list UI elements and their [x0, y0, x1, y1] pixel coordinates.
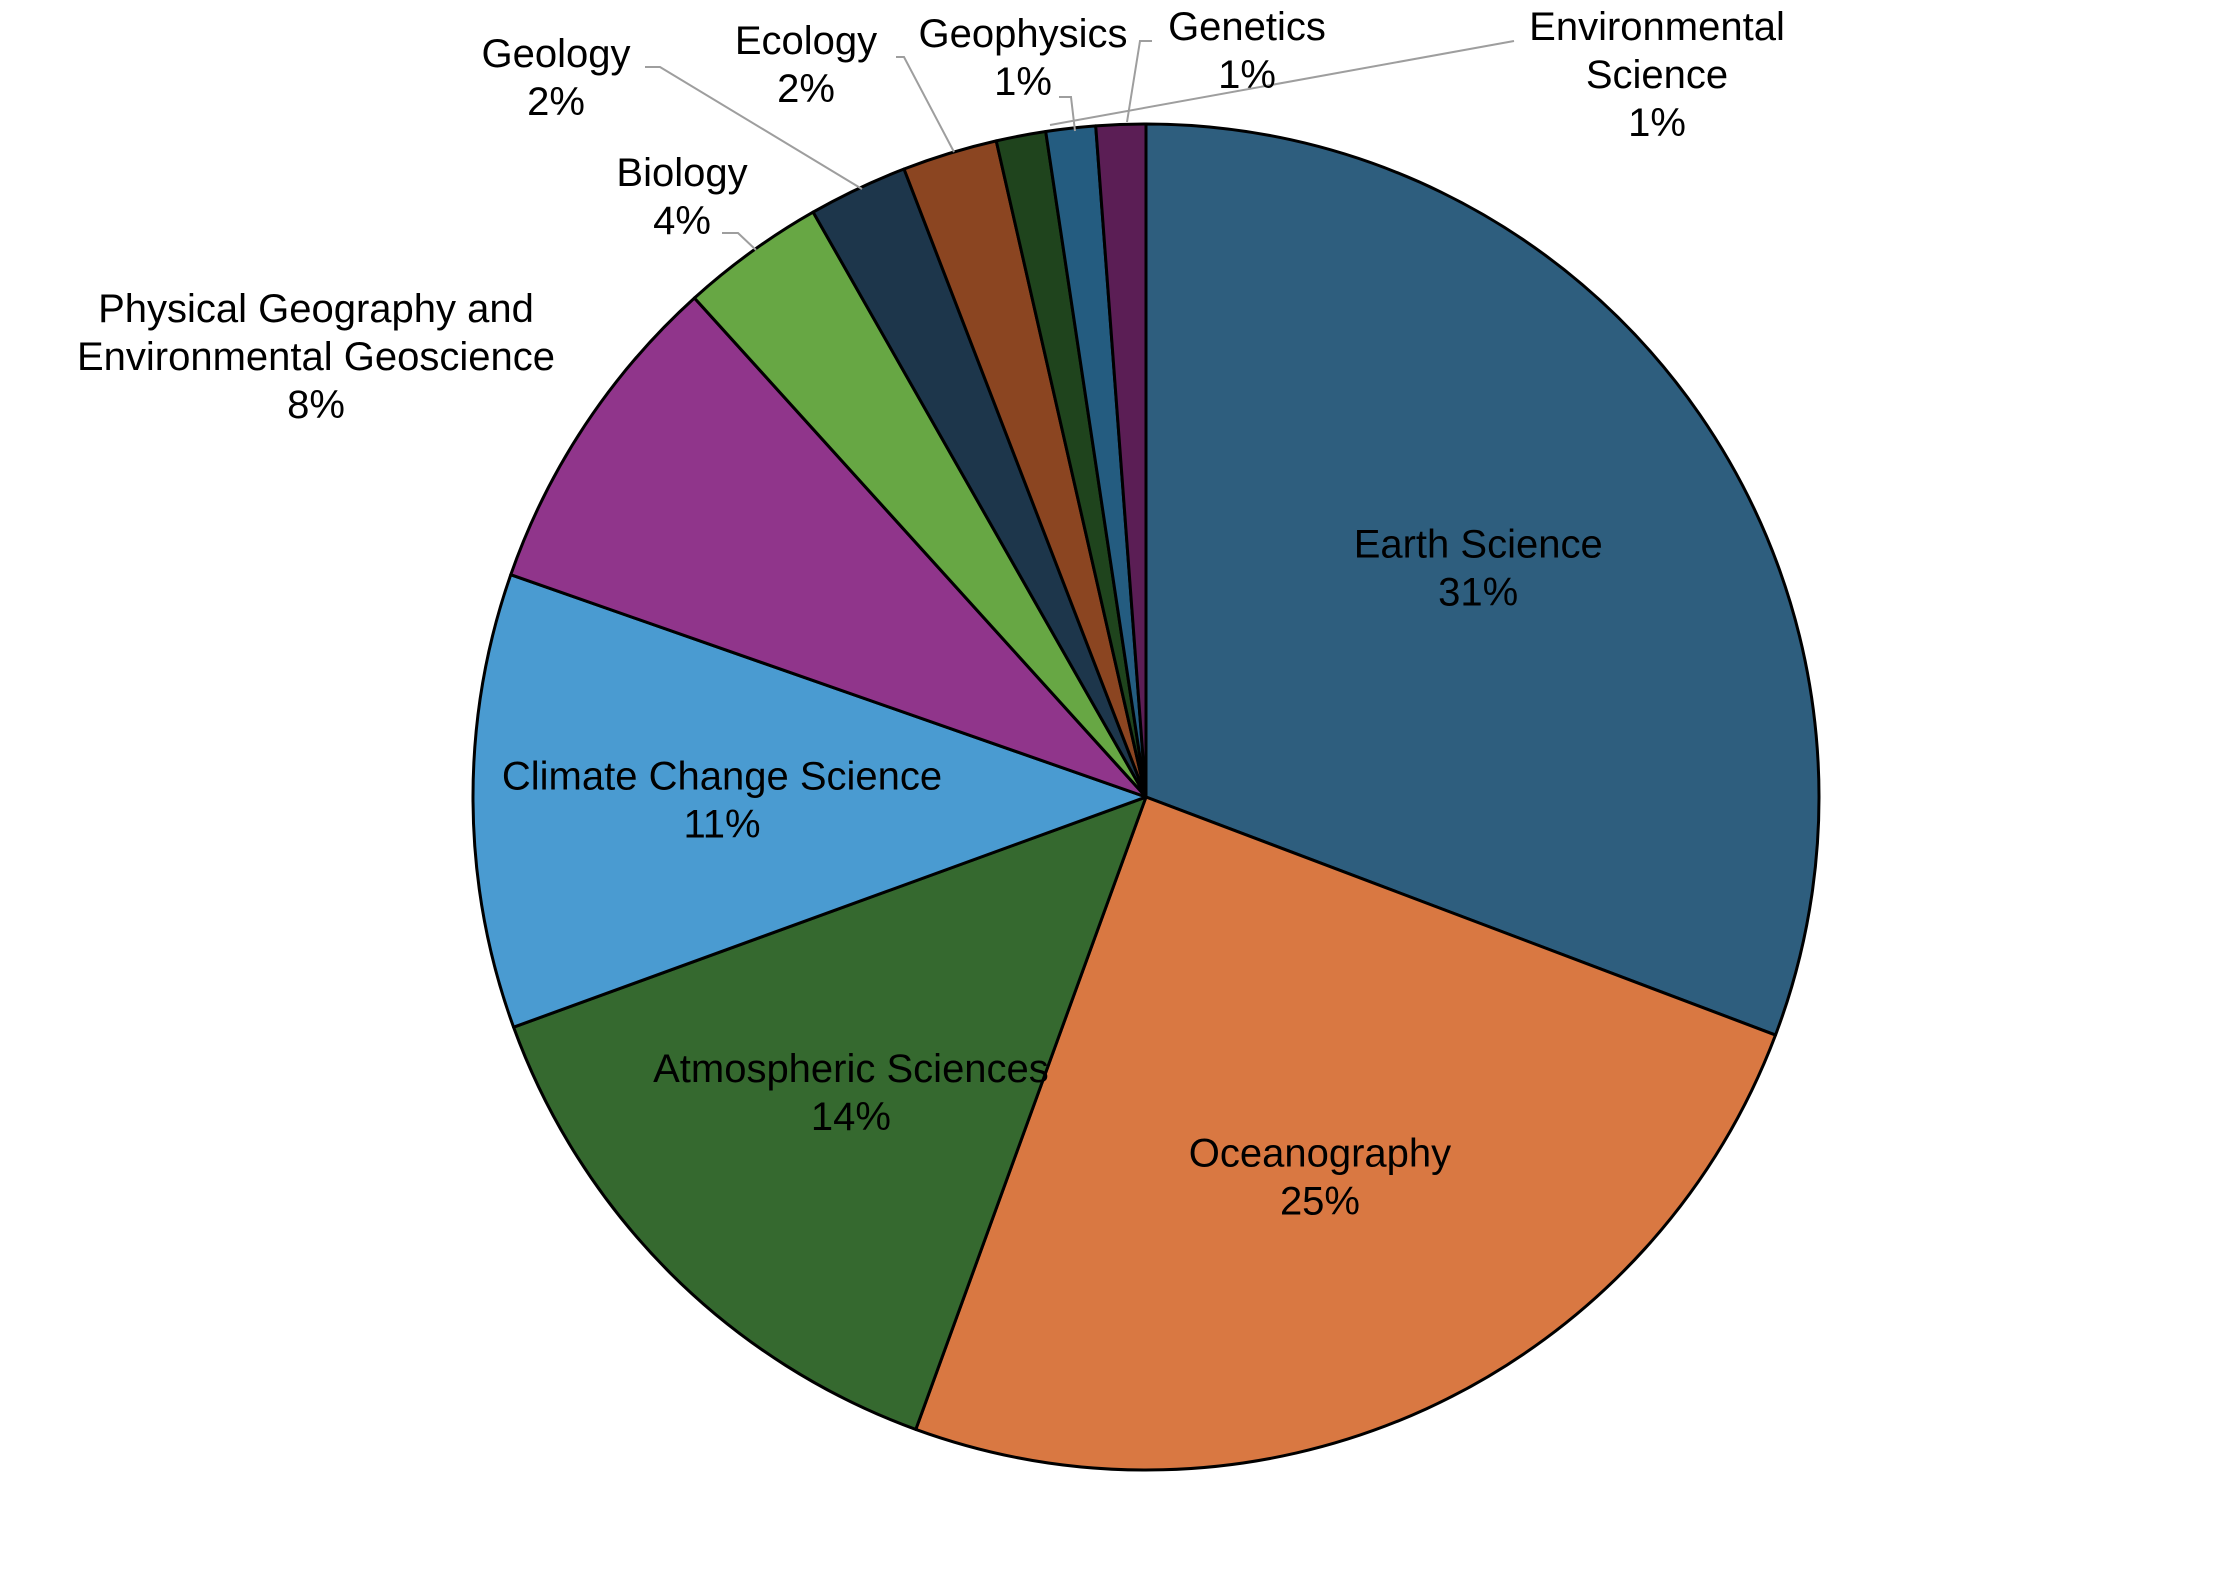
slice-label-atmospheric-sciences: Atmospheric Sciences	[653, 1047, 1049, 1091]
slice-label-climate-change-science: Climate Change Science	[502, 755, 942, 799]
slice-label-physical-geography-and-environmental-geoscience: Physical Geography and	[98, 287, 534, 331]
slice-pct-atmospheric-sciences: 14%	[811, 1095, 891, 1139]
slice-label-physical-geography-and-environmental-geoscience: Environmental Geoscience	[77, 335, 555, 379]
slice-label-oceanography: Oceanography	[1189, 1131, 1451, 1175]
slice-pct-earth-science: 31%	[1438, 570, 1518, 614]
pie-slice-physical-geography-and-environmental-geoscience	[509, 296, 1148, 799]
slice-pct-biology: 4%	[653, 199, 711, 243]
slice-pct-physical-geography-and-environmental-geoscience: 8%	[287, 383, 345, 427]
slice-pct-environmental-science: 1%	[1628, 101, 1686, 145]
slice-pct-genetics: 1%	[1218, 53, 1276, 97]
pie-slice-climate-change-science	[471, 573, 1148, 1029]
slice-label-ecology: Ecology	[735, 19, 877, 63]
slice-label-environmental-science: Science	[1586, 53, 1728, 97]
slice-pct-geophysics: 1%	[994, 60, 1052, 104]
pie-slice-environmental-science	[1094, 122, 1148, 799]
pie-slice-atmospheric-sciences	[512, 795, 1148, 1431]
slice-label-geology: Geology	[482, 32, 631, 76]
slice-pct-climate-change-science: 11%	[683, 803, 760, 847]
pie-slice-earth-science	[1144, 122, 1821, 1037]
slice-label-geophysics: Geophysics	[919, 12, 1128, 56]
leader-line-biology	[722, 232, 757, 251]
slices-layer	[471, 122, 1821, 1472]
leader-line-genetics	[1126, 40, 1152, 123]
slice-label-earth-science: Earth Science	[1354, 522, 1603, 566]
leader-line-geology	[645, 66, 863, 190]
leader-line-environmental-science	[1049, 40, 1515, 126]
slice-label-genetics: Genetics	[1168, 5, 1326, 49]
leader-lines-layer	[645, 40, 1515, 251]
leader-line-geophysics	[1059, 96, 1076, 132]
pie-slice-oceanography	[914, 795, 1777, 1472]
slice-pct-ecology: 2%	[777, 67, 835, 111]
slice-pct-oceanography: 25%	[1280, 1179, 1360, 1223]
slice-label-biology: Biology	[616, 151, 747, 195]
slice-label-environmental-science: Environmental	[1529, 5, 1785, 49]
leader-line-ecology	[896, 56, 955, 153]
slice-pct-geology: 2%	[527, 80, 585, 124]
